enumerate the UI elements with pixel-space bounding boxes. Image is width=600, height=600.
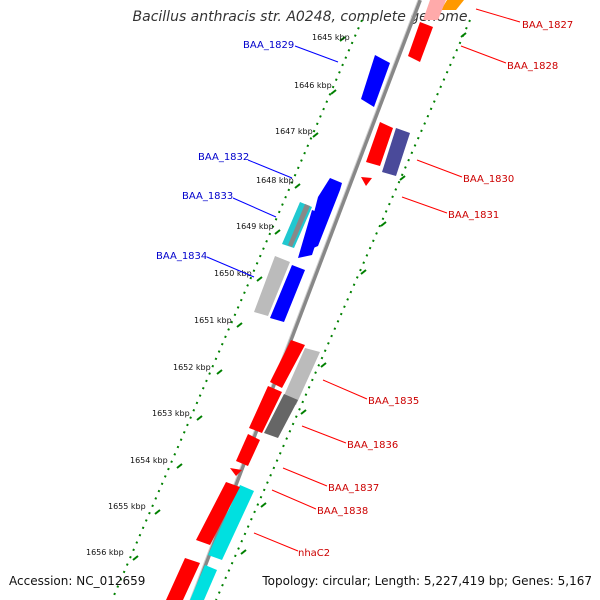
gene-baa-1831 <box>361 177 372 186</box>
tick-mark <box>216 369 223 375</box>
tick-mark-right <box>300 409 307 415</box>
label-baa-1831: BAA_1831 <box>448 210 499 221</box>
gene-baa-1836 <box>249 386 282 433</box>
tick-label: 1651 kbp <box>194 316 232 325</box>
label-baa-1827: BAA_1827 <box>522 20 573 31</box>
tick-mark <box>176 463 183 469</box>
gc-track-left <box>111 19 363 600</box>
forward-genes <box>166 0 464 600</box>
tick-label: 1653 kbp <box>152 409 190 418</box>
ticks-group <box>132 32 467 561</box>
label-baa-1832: BAA_1832 <box>198 152 249 163</box>
tick-label: 1647 kbp <box>275 127 313 136</box>
gene-baa-1837 <box>236 434 260 466</box>
label-baa-1830: BAA_1830 <box>463 174 514 185</box>
tick-label: 1648 kbp <box>256 176 294 185</box>
gene-cyan-lower <box>208 485 254 560</box>
gene-baa-1834-gray <box>254 256 290 316</box>
label-baa-1836: BAA_1836 <box>347 440 398 451</box>
tick-mark-right <box>360 269 367 275</box>
tick-label: 1650 kbp <box>214 269 252 278</box>
gene-baa-1830-slate <box>382 128 410 176</box>
tick-label: 1646 kbp <box>294 81 332 90</box>
tick-mark <box>154 509 161 515</box>
label-baa-1835: BAA_1835 <box>368 396 419 407</box>
gene-nhac2 <box>166 558 200 600</box>
label-baa-1829: BAA_1829 <box>243 40 294 51</box>
tick-mark <box>339 36 346 42</box>
gene-baa-1835-gray <box>282 348 320 405</box>
tick-label: 1655 kbp <box>108 502 146 511</box>
label-baa-1838: BAA_1838 <box>317 506 368 517</box>
gene-baa-1834-blue <box>270 265 305 322</box>
label-baa-1834: BAA_1834 <box>156 251 207 262</box>
label-nhac2: nhaC2 <box>298 548 330 559</box>
reverse-labels: BAA_1829 BAA_1832 BAA_1833 BAA_1834 <box>156 40 294 262</box>
label-baa-1837: BAA_1837 <box>328 483 379 494</box>
gene-baa-1838-arrow <box>230 468 242 476</box>
gene-baa-1830 <box>366 122 393 166</box>
tick-mark <box>312 132 319 138</box>
tick-mark <box>330 89 337 95</box>
gene-baa-1828 <box>408 22 433 62</box>
tick-mark-right <box>240 549 247 555</box>
gene-baa-1827 <box>441 0 464 10</box>
tick-mark <box>256 276 263 282</box>
reverse-genes <box>190 55 390 600</box>
genome-title: Bacillus anthracis str. A0248, complete … <box>132 9 468 25</box>
gene-baa-1829 <box>361 55 390 107</box>
gene-baa-1832 <box>298 210 325 258</box>
tick-mark <box>196 415 203 421</box>
tick-mark <box>294 183 301 189</box>
topology-text: Topology: circular; Length: 5,227,419 bp… <box>262 574 592 588</box>
gene-baa-1827-pink <box>423 0 446 20</box>
tick-mark-right <box>380 221 387 227</box>
gene-baa-1836-dark <box>264 394 298 438</box>
tick-mark-right <box>399 175 406 181</box>
forward-labels: BAA_1827 BAA_1828 BAA_1830 BAA_1831 BAA_… <box>298 20 573 559</box>
tick-labels: 1645 kbp 1646 kbp 1647 kbp 1648 kbp 1649… <box>86 33 350 557</box>
tick-mark-right <box>260 502 267 508</box>
tick-mark <box>132 555 139 561</box>
tick-label: 1652 kbp <box>173 363 211 372</box>
tick-mark-right <box>460 32 467 38</box>
label-baa-1833: BAA_1833 <box>182 191 233 202</box>
gc-track-right <box>215 19 471 600</box>
gene-baa-1835 <box>270 340 305 388</box>
tick-mark-right <box>320 362 327 368</box>
tick-label: 1654 kbp <box>130 456 168 465</box>
tick-mark <box>236 322 243 328</box>
accession-text: Accession: NC_012659 <box>9 574 146 588</box>
tick-label: 1645 kbp <box>312 33 350 42</box>
gene-cyan-bottom <box>190 565 217 600</box>
left-leaders <box>206 45 339 278</box>
tick-mark <box>274 229 281 235</box>
right-leaders <box>253 8 521 552</box>
tick-label: 1649 kbp <box>236 222 274 231</box>
tick-label: 1656 kbp <box>86 548 124 557</box>
gene-baa-1833-gray <box>288 204 310 247</box>
gene-baa-1838 <box>196 482 240 545</box>
label-baa-1828: BAA_1828 <box>507 61 558 72</box>
